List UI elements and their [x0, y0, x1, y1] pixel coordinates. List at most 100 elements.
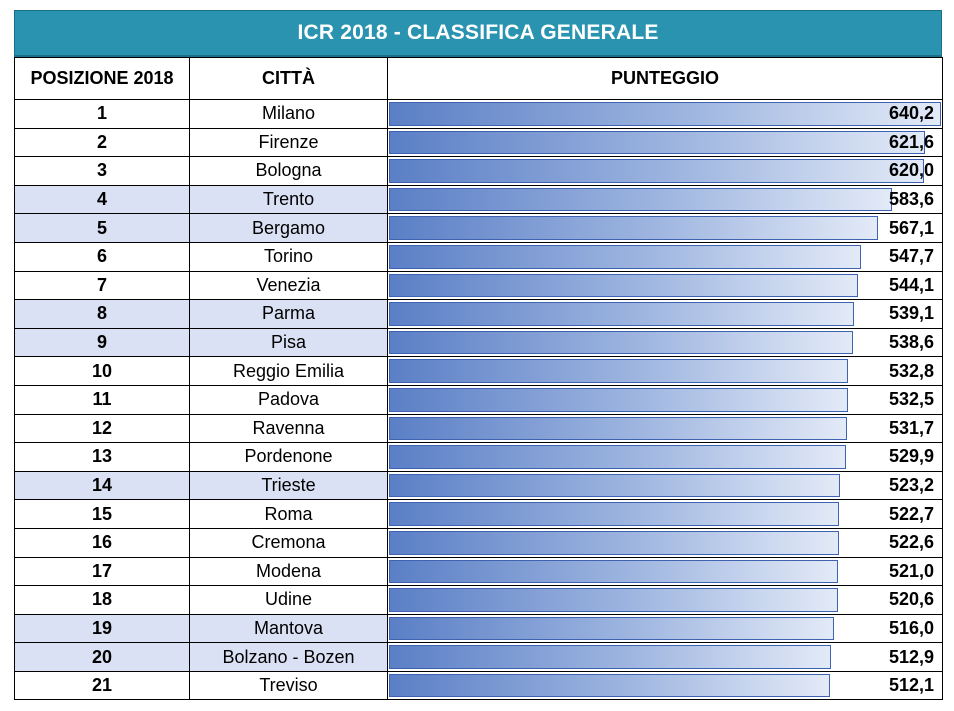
score-value: 620,0: [888, 160, 934, 181]
table-row: 18 Udine 520,6: [14, 585, 943, 615]
score-value: 520,6: [888, 589, 934, 610]
score-bar: [389, 273, 858, 298]
city-cell: Firenze: [189, 127, 388, 158]
table-row: 19 Mantova 516,0: [14, 613, 943, 644]
score-cell: 523,2: [387, 470, 943, 501]
score-bar: [389, 588, 838, 612]
header-score: PUNTEGGIO: [387, 57, 943, 100]
table-row: 6 Torino 547,7: [14, 241, 943, 272]
city-cell: Torino: [189, 241, 388, 272]
score-cell: 516,0: [387, 613, 943, 644]
position-cell: 6: [14, 241, 190, 272]
table-row: 14 Trieste 523,2: [14, 470, 943, 501]
position-cell: 14: [14, 470, 190, 501]
score-cell: 520,6: [387, 585, 943, 615]
score-cell: 532,5: [387, 384, 943, 415]
score-bar: [389, 445, 846, 469]
city-cell: Pordenone: [189, 442, 388, 472]
score-bar: [389, 330, 854, 355]
score-value: 529,9: [888, 446, 934, 467]
table-row: 1 Milano 640,2: [14, 99, 943, 129]
position-cell: 5: [14, 213, 190, 243]
city-cell: Bologna: [189, 156, 388, 186]
score-value: 583,6: [888, 189, 934, 210]
city-cell: Milano: [189, 99, 388, 129]
score-cell: 512,9: [387, 642, 943, 672]
score-cell: 544,1: [387, 270, 943, 301]
score-bar: [389, 102, 941, 126]
score-value: 532,5: [888, 389, 934, 410]
score-value: 532,8: [888, 360, 934, 381]
position-cell: 17: [14, 556, 190, 587]
table-row: 2 Firenze 621,6: [14, 127, 943, 158]
score-bar: [389, 359, 849, 383]
table-title: ICR 2018 - CLASSIFICA GENERALE: [14, 10, 942, 57]
city-cell: Udine: [189, 585, 388, 615]
city-cell: Venezia: [189, 270, 388, 301]
city-cell: Ravenna: [189, 413, 388, 444]
score-value: 516,0: [888, 617, 934, 638]
ranking-sheet: ICR 2018 - CLASSIFICA GENERALE POSIZIONE…: [14, 10, 943, 701]
table-row: 15 Roma 522,7: [14, 499, 943, 529]
position-cell: 19: [14, 613, 190, 644]
table-row: 21 Treviso 512,1: [14, 670, 943, 701]
table-row: 3 Bologna 620,0: [14, 156, 943, 186]
table-row: 4 Trento 583,6: [14, 184, 943, 215]
city-cell: Treviso: [189, 670, 388, 701]
score-cell: 522,7: [387, 499, 943, 529]
table-row: 9 Pisa 538,6: [14, 327, 943, 358]
table-row: 11 Padova 532,5: [14, 384, 943, 415]
score-cell: 567,1: [387, 213, 943, 243]
city-cell: Bergamo: [189, 213, 388, 243]
table-row: 12 Ravenna 531,7: [14, 413, 943, 444]
table-row: 5 Bergamo 567,1: [14, 213, 943, 243]
score-cell: 640,2: [387, 99, 943, 129]
city-cell: Pisa: [189, 327, 388, 358]
position-cell: 20: [14, 642, 190, 672]
score-bar: [389, 559, 838, 584]
position-cell: 18: [14, 585, 190, 615]
score-bar: [389, 387, 848, 412]
score-bar: [389, 673, 831, 698]
header-row: POSIZIONE 2018 CITTÀ PUNTEGGIO: [14, 57, 943, 100]
header-position: POSIZIONE 2018: [14, 57, 190, 100]
score-bar: [389, 616, 834, 641]
table-row: 16 Cremona 522,6: [14, 527, 943, 558]
position-cell: 2: [14, 127, 190, 158]
score-bar: [389, 302, 854, 326]
table-row: 10 Reggio Emilia 532,8: [14, 356, 943, 386]
score-cell: 538,6: [387, 327, 943, 358]
score-value: 512,1: [888, 675, 934, 696]
score-value: 567,1: [888, 217, 934, 238]
score-value: 544,1: [888, 274, 934, 295]
score-value: 547,7: [888, 246, 934, 267]
ranking-table: POSIZIONE 2018 CITTÀ PUNTEGGIO 1 Milano 64…: [14, 57, 943, 701]
score-cell: 539,1: [387, 299, 943, 329]
score-value: 539,1: [888, 303, 934, 324]
position-cell: 13: [14, 442, 190, 472]
table-row: 13 Pordenone 529,9: [14, 442, 943, 472]
city-cell: Mantova: [189, 613, 388, 644]
table-row: 20 Bolzano - Bozen 512,9: [14, 642, 943, 672]
city-cell: Modena: [189, 556, 388, 587]
position-cell: 3: [14, 156, 190, 186]
position-cell: 16: [14, 527, 190, 558]
score-cell: 521,0: [387, 556, 943, 587]
score-value: 523,2: [888, 475, 934, 496]
score-bar: [389, 244, 861, 269]
position-cell: 7: [14, 270, 190, 301]
ranking-rows: 1 Milano 640,2 2 Firenze 621,6 3 Bologna 620,0 4 T…: [14, 99, 943, 701]
score-bar: [389, 416, 848, 441]
score-cell: 529,9: [387, 442, 943, 472]
city-cell: Padova: [189, 384, 388, 415]
position-cell: 10: [14, 356, 190, 386]
position-cell: 11: [14, 384, 190, 415]
score-bar: [389, 187, 893, 212]
position-cell: 8: [14, 299, 190, 329]
score-value: 521,0: [888, 560, 934, 581]
score-cell: 620,0: [387, 156, 943, 186]
score-bar: [389, 530, 840, 555]
position-cell: 21: [14, 670, 190, 701]
position-cell: 9: [14, 327, 190, 358]
score-bar: [389, 216, 878, 240]
